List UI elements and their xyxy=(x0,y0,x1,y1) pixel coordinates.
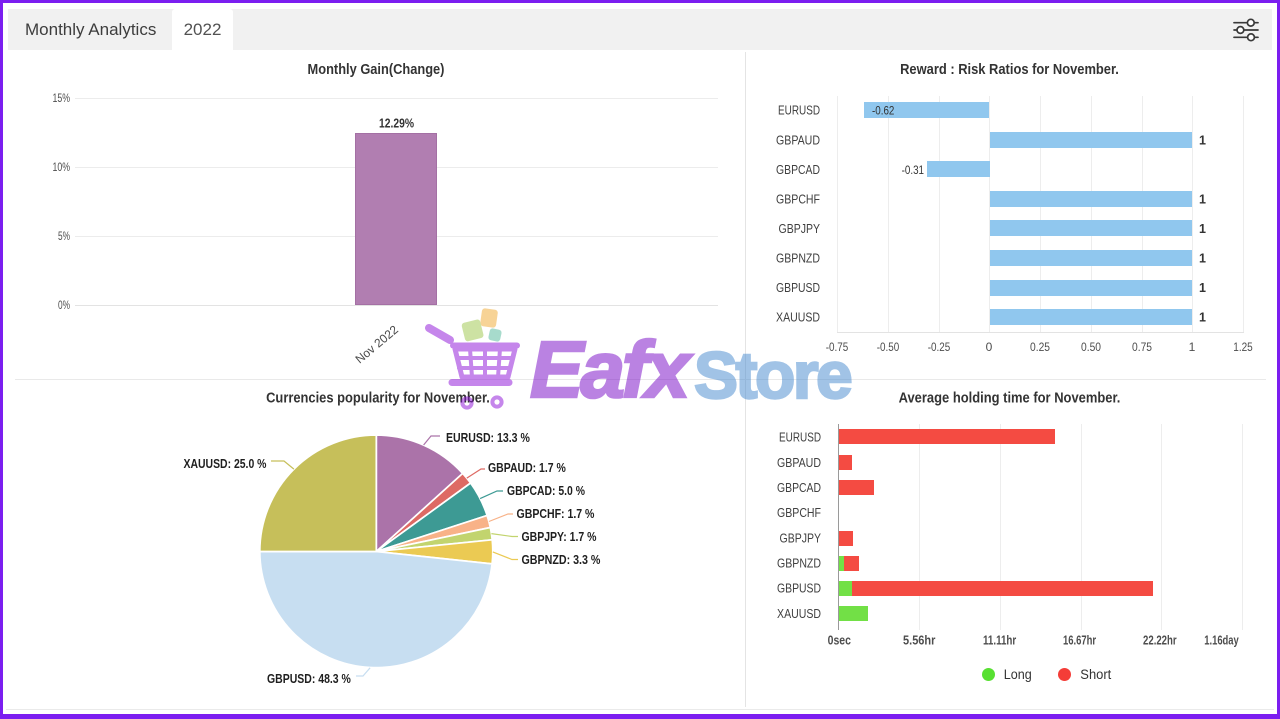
svg-text:Reward : Risk Ratios for Novem: Reward : Risk Ratios for November. xyxy=(900,60,1119,77)
svg-text:GBPJPY: GBPJPY xyxy=(780,530,822,545)
svg-text:GBPCAD: GBPCAD xyxy=(777,481,821,495)
svg-text:GBPNZD: GBPNZD xyxy=(777,555,821,570)
svg-text:-0.50: -0.50 xyxy=(877,341,899,354)
svg-text:1: 1 xyxy=(1199,281,1206,295)
svg-text:11.11hr: 11.11hr xyxy=(983,634,1017,648)
svg-text:GBPNZD: GBPNZD xyxy=(776,250,820,265)
svg-text:GBPCHF: GBPCHF xyxy=(777,505,821,520)
svg-text:GBPCHF: GBPCHF xyxy=(776,191,820,206)
svg-text:16.67hr: 16.67hr xyxy=(1063,634,1097,648)
svg-text:0.50: 0.50 xyxy=(1081,341,1101,354)
svg-text:-0.25: -0.25 xyxy=(928,341,950,354)
svg-text:GBPAUD: GBPAUD xyxy=(776,132,820,147)
svg-text:0.75: 0.75 xyxy=(1132,341,1152,354)
svg-text:EURUSD: EURUSD xyxy=(779,431,821,444)
svg-text:1.25: 1.25 xyxy=(1233,341,1253,354)
svg-text:1: 1 xyxy=(1199,222,1206,236)
svg-text:1: 1 xyxy=(1199,134,1206,148)
svg-text:1: 1 xyxy=(1199,193,1206,207)
svg-text:GBPCAD: GBPCAD xyxy=(776,163,820,177)
svg-text:GBPUSD: GBPUSD xyxy=(776,281,820,295)
svg-text:0sec: 0sec xyxy=(828,632,852,647)
svg-text:XAUUSD: XAUUSD xyxy=(777,606,821,621)
svg-text:22.22hr: 22.22hr xyxy=(1143,634,1177,648)
svg-text:Average holding time for Novem: Average holding time for November. xyxy=(899,389,1121,406)
svg-text:1.16day: 1.16day xyxy=(1204,634,1239,648)
svg-text:-0.31: -0.31 xyxy=(902,164,924,177)
svg-text:GBPUSD: GBPUSD xyxy=(777,582,821,596)
svg-text:5.56hr: 5.56hr xyxy=(903,633,936,648)
svg-text:GBPJPY: GBPJPY xyxy=(779,221,821,236)
svg-text:Short: Short xyxy=(1080,667,1111,683)
svg-text:1: 1 xyxy=(1189,340,1196,354)
svg-text:Long: Long xyxy=(1004,666,1032,682)
svg-text:EURUSD: EURUSD xyxy=(778,104,820,117)
svg-text:XAUUSD: XAUUSD xyxy=(776,309,820,324)
svg-text:GBPAUD: GBPAUD xyxy=(777,455,821,470)
svg-text:-0.75: -0.75 xyxy=(826,341,848,354)
svg-text:0: 0 xyxy=(986,340,993,354)
svg-text:0.25: 0.25 xyxy=(1030,341,1050,354)
svg-text:1: 1 xyxy=(1199,311,1206,325)
svg-text:1: 1 xyxy=(1199,252,1206,266)
